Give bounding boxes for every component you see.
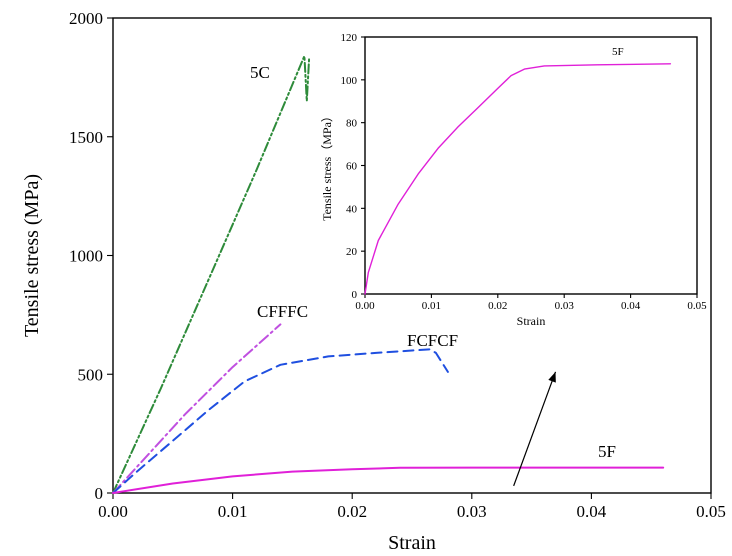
series-line-5c bbox=[112, 55, 311, 494]
y-tick-label: 120 bbox=[341, 32, 358, 44]
annotation-arrow-line bbox=[513, 371, 557, 487]
y-tick-label: 1000 bbox=[69, 247, 103, 266]
x-tick-label: 0.05 bbox=[687, 300, 707, 312]
main-plot: 0.00 0.01 0.02 0.03 0.04 0.050500100015002000… bbox=[21, 9, 726, 554]
x-tick-label: 0.01 bbox=[218, 502, 248, 521]
y-tick-label: 80 bbox=[346, 118, 358, 130]
y-tick-label: 500 bbox=[78, 365, 104, 384]
series-label-5c: 5C bbox=[250, 63, 270, 82]
inset-background bbox=[365, 37, 697, 294]
y-tick-label: 20 bbox=[346, 246, 358, 258]
x-axis-title: Strain bbox=[517, 314, 546, 328]
series-line-5f bbox=[364, 63, 672, 295]
y-tick-label: 1500 bbox=[69, 128, 103, 147]
annotation-arrow-head bbox=[548, 371, 556, 383]
series-label-cfffc: CFFFC bbox=[257, 302, 308, 321]
x-tick-label: 0.04 bbox=[577, 502, 607, 521]
series-label-fcfcf: FCFCF bbox=[407, 331, 458, 350]
y-axis-title: Tensile stress (MPa) bbox=[21, 174, 43, 337]
y-tick-label: 0 bbox=[95, 484, 104, 503]
y-tick-label: 0 bbox=[352, 289, 358, 301]
series-label-5f: 5F bbox=[612, 46, 624, 58]
y-axis-title: Tensile stress（MPa） bbox=[320, 110, 334, 221]
x-tick-label: 0.04 bbox=[621, 300, 641, 312]
x-tick-label: 0.05 bbox=[696, 502, 726, 521]
series-line-fcfcf bbox=[112, 348, 449, 494]
x-axis-title: Strain bbox=[388, 532, 436, 554]
series-line-cfffc bbox=[112, 323, 282, 494]
x-tick-label: 0.01 bbox=[422, 300, 441, 312]
x-tick-label: 0.03 bbox=[457, 502, 487, 521]
y-tick-label: 2000 bbox=[69, 9, 103, 28]
y-tick-label: 40 bbox=[346, 203, 358, 215]
x-tick-label: 0.00 bbox=[98, 502, 128, 521]
series-line-5f bbox=[112, 466, 665, 494]
y-tick-label: 100 bbox=[341, 75, 358, 87]
y-tick-label: 60 bbox=[346, 161, 358, 173]
x-tick-label: 0.02 bbox=[488, 300, 507, 312]
series-label-5f: 5F bbox=[598, 442, 616, 461]
inset-plot: 0.00 0.01 0.02 0.03 0.04 0.05 0 20 40 60 80 100 120 S… bbox=[320, 32, 707, 328]
x-tick-label: 0.03 bbox=[555, 300, 575, 312]
x-tick-label: 0.00 bbox=[355, 300, 375, 312]
x-tick-label: 0.02 bbox=[337, 502, 367, 521]
